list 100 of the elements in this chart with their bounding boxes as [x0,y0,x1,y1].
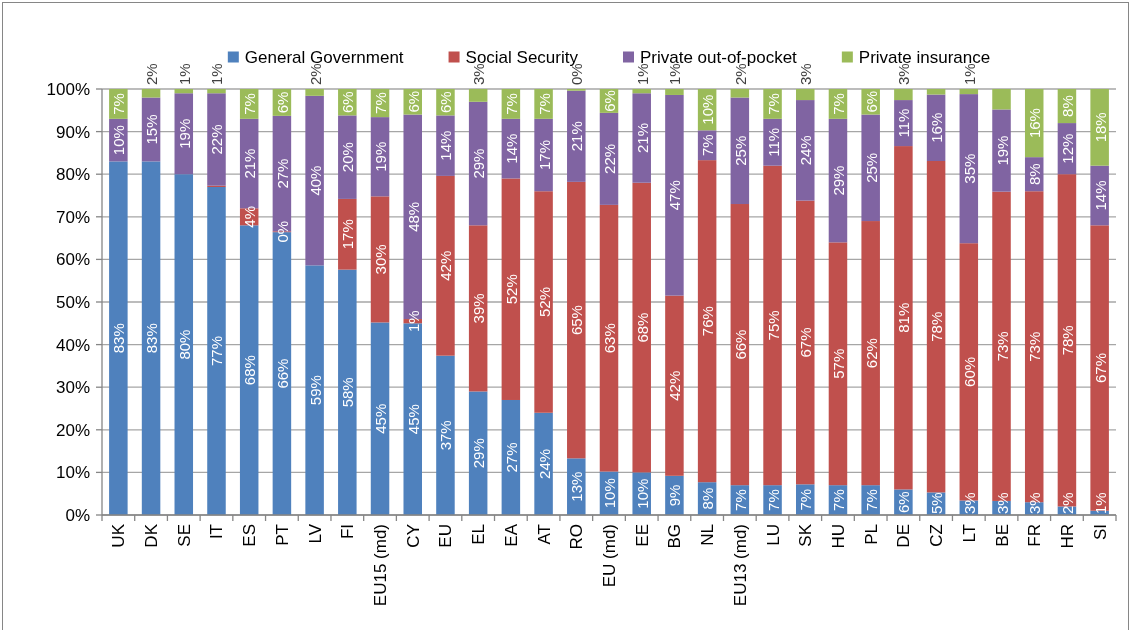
bar [305,89,324,96]
bar [338,115,357,199]
bar [894,146,913,490]
x-tick-label: SI [1090,524,1110,541]
data-label: 77% [207,335,225,367]
data-label: 40% [306,165,324,196]
data-label: 17% [338,219,356,250]
data-label: 68% [633,312,651,343]
data-label: 83% [109,323,127,354]
data-label: 3% [993,492,1011,514]
data-label: 25% [731,135,749,166]
data-label: 7% [862,489,880,511]
bar [730,89,750,98]
data-label: 66% [731,329,749,360]
bar [141,89,161,98]
data-label: 65% [567,305,585,336]
y-tick-label: 10% [55,462,90,482]
data-label: 66% [273,358,291,389]
data-label: 52% [535,286,553,318]
data-label: 7% [764,489,782,511]
bar [468,225,488,392]
bar [926,89,946,95]
data-label: 10% [633,478,651,509]
data-label: 8% [1025,163,1043,186]
data-label: 21% [633,122,651,154]
bar [730,204,750,486]
data-label: 7% [731,489,749,511]
bar [632,182,651,473]
data-label: 1% [175,63,193,85]
data-label: 62% [862,338,880,369]
data-label: 1% [665,63,683,85]
bar [959,89,979,95]
x-tick-label: HU [828,524,848,549]
x-tick-label: EU15 (md) [370,524,390,607]
data-label: 6% [404,90,422,113]
data-label: 73% [993,331,1011,362]
data-label: 6% [600,90,618,112]
data-label: 10% [109,125,127,156]
data-label: 6% [273,91,291,114]
data-label: 11% [894,108,912,138]
data-label: 45% [371,403,389,434]
data-label: 14% [502,133,520,164]
data-label: 7% [109,93,127,115]
data-label: 2% [142,63,160,85]
data-label: 57% [829,348,847,379]
bar [534,191,553,413]
x-tick-label: PT [272,524,292,546]
x-tick-label: BE [992,524,1012,547]
data-label: 25% [862,152,880,183]
x-tick-label: IT [206,524,226,540]
y-tick-label: 30% [55,377,90,397]
x-tick-label: SK [795,523,815,547]
bar [599,204,619,472]
data-label: 27% [273,158,291,189]
data-label: 80% [175,329,193,360]
data-label: 2% [731,63,749,85]
x-tick-label: DK [141,523,161,548]
x-tick-label: CZ [926,524,946,547]
x-tick-label: DE [893,524,913,548]
data-label: 7% [240,93,258,115]
x-tick-label: EU13 (md) [730,524,750,607]
bar [174,89,194,94]
data-label: 37% [436,420,454,451]
data-label: 14% [436,130,454,161]
data-label: 7% [764,93,782,115]
bar [534,118,553,192]
bar [305,265,324,515]
data-label: 16% [1025,108,1043,139]
bar [861,221,880,486]
data-label: 48% [404,201,422,232]
data-label: 29% [469,148,487,179]
data-label: 16% [927,112,945,143]
data-label: 6% [436,91,454,114]
y-tick-label: 40% [55,335,90,355]
data-label: 11% [764,127,782,157]
data-label: 29% [829,165,847,196]
bar [468,89,488,102]
bar [665,94,684,296]
data-label: 39% [469,293,487,324]
y-tick-label: 80% [55,164,90,184]
x-tick-label: AT [534,524,554,545]
data-label: 12% [1058,133,1076,164]
y-tick-label: 70% [55,207,90,227]
data-label: 68% [240,355,258,386]
bar [992,89,1011,110]
bar [501,178,521,400]
data-label: 22% [207,124,225,155]
data-label: 75% [764,310,782,341]
x-tick-label: EL [468,524,488,545]
data-label: 15% [142,114,160,145]
data-label: 24% [535,448,553,479]
x-tick-label: EU [435,524,455,548]
data-label: 21% [567,121,585,152]
data-label: 1% [1091,492,1109,514]
x-tick-label: EE [632,524,652,547]
x-tick-label: FR [1024,524,1044,547]
data-label: 58% [338,377,356,408]
data-label: 42% [436,250,454,281]
x-tick-label: RO [566,524,586,550]
data-label: 73% [1025,331,1043,362]
